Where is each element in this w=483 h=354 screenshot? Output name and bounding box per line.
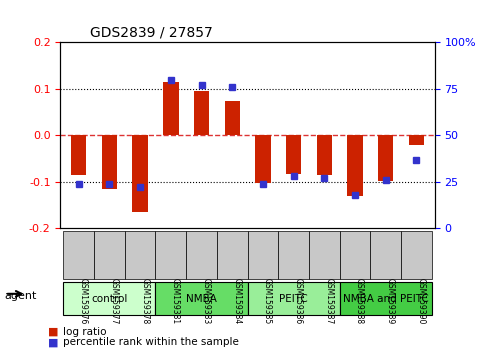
FancyBboxPatch shape	[340, 282, 432, 315]
FancyBboxPatch shape	[186, 231, 217, 279]
Bar	[347, 135, 363, 196]
Bar	[71, 135, 86, 175]
Text: percentile rank within the sample: percentile rank within the sample	[63, 337, 239, 347]
Text: PEITC: PEITC	[279, 293, 308, 304]
Text: NMBA: NMBA	[186, 293, 217, 304]
Text: GSM159378: GSM159378	[140, 278, 149, 324]
Bar	[225, 101, 240, 135]
Text: control: control	[91, 293, 128, 304]
Text: agent: agent	[5, 291, 37, 301]
FancyBboxPatch shape	[340, 231, 370, 279]
Bar	[194, 91, 209, 135]
Text: GSM159381: GSM159381	[171, 278, 180, 324]
FancyBboxPatch shape	[401, 231, 432, 279]
Bar	[409, 135, 424, 145]
FancyBboxPatch shape	[156, 231, 186, 279]
FancyBboxPatch shape	[248, 231, 278, 279]
Text: GSM159389: GSM159389	[385, 278, 395, 324]
Bar	[255, 135, 270, 183]
Text: GSM159383: GSM159383	[201, 278, 211, 324]
Bar	[286, 135, 301, 173]
Text: ■: ■	[48, 337, 59, 347]
FancyBboxPatch shape	[63, 231, 94, 279]
FancyBboxPatch shape	[156, 282, 248, 315]
Text: GSM159377: GSM159377	[110, 278, 118, 324]
Text: GDS2839 / 27857: GDS2839 / 27857	[90, 26, 213, 40]
Bar	[132, 135, 148, 212]
FancyBboxPatch shape	[63, 282, 156, 315]
FancyBboxPatch shape	[125, 231, 156, 279]
Text: NMBA and PEITC: NMBA and PEITC	[343, 293, 428, 304]
FancyBboxPatch shape	[94, 231, 125, 279]
Text: ■: ■	[48, 326, 59, 337]
Text: GSM159376: GSM159376	[79, 278, 88, 324]
Text: GSM159390: GSM159390	[416, 278, 426, 324]
Text: log ratio: log ratio	[63, 326, 106, 337]
Bar	[316, 135, 332, 175]
Bar	[163, 82, 179, 135]
Text: GSM159386: GSM159386	[294, 278, 302, 324]
Text: GSM159384: GSM159384	[232, 278, 241, 324]
Text: GSM159388: GSM159388	[355, 278, 364, 324]
Bar	[102, 135, 117, 189]
Text: GSM159387: GSM159387	[324, 278, 333, 324]
FancyBboxPatch shape	[370, 231, 401, 279]
Text: GSM159385: GSM159385	[263, 278, 272, 324]
FancyBboxPatch shape	[278, 231, 309, 279]
FancyBboxPatch shape	[217, 231, 248, 279]
FancyBboxPatch shape	[248, 282, 340, 315]
Bar	[378, 135, 393, 181]
FancyBboxPatch shape	[309, 231, 340, 279]
